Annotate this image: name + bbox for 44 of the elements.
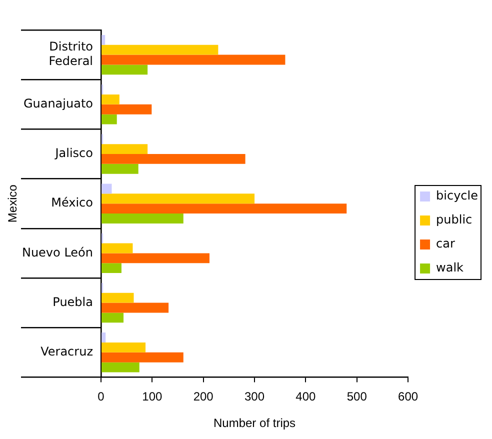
legend-label: public: [436, 212, 472, 227]
bar: [102, 204, 347, 214]
x-tick-label: 400: [296, 390, 316, 404]
bar: [102, 332, 106, 342]
y-tick-label: Distrito Federal: [48, 40, 93, 68]
bar: [102, 104, 152, 114]
x-tick-label: 0: [98, 390, 105, 404]
y-tick-label: Guanajuato: [23, 96, 93, 111]
bar: [102, 154, 246, 164]
bar: [102, 263, 122, 274]
bar: [102, 114, 117, 124]
x-tick-label: 600: [398, 390, 418, 404]
bar: [102, 312, 124, 323]
legend-label: bicycle: [436, 188, 478, 203]
bar: [102, 34, 106, 45]
y-tick-label: Veracruz: [40, 344, 93, 359]
bar: [102, 164, 138, 174]
x-tick-label: 500: [346, 390, 368, 404]
y-tick-label: Nuevo León: [22, 245, 93, 260]
bar: [102, 342, 146, 352]
legend-label: car: [436, 236, 455, 251]
legend-label: walk: [436, 260, 464, 275]
x-tick-label: 100: [142, 390, 163, 404]
bar: [102, 243, 133, 254]
bar: [102, 362, 140, 372]
bar: [102, 184, 112, 194]
bar: [102, 302, 169, 313]
y-axis-title: Mexico: [6, 184, 20, 223]
y-tick-label: México: [51, 196, 93, 210]
y-tick-label: Jalisco: [54, 146, 93, 160]
bar: [102, 194, 255, 204]
x-tick-label: 300: [244, 390, 265, 404]
y-tick-label: Puebla: [52, 294, 93, 309]
bar: [102, 292, 134, 303]
bar: [102, 352, 184, 362]
bar: [102, 54, 286, 65]
x-tick-label: 200: [193, 390, 214, 404]
bar: [102, 64, 148, 75]
x-axis-title: Number of trips: [214, 416, 296, 430]
bar: [102, 214, 184, 224]
bar: [102, 253, 210, 264]
bar: [102, 44, 218, 55]
bar: [102, 94, 120, 104]
bar: [102, 144, 148, 154]
